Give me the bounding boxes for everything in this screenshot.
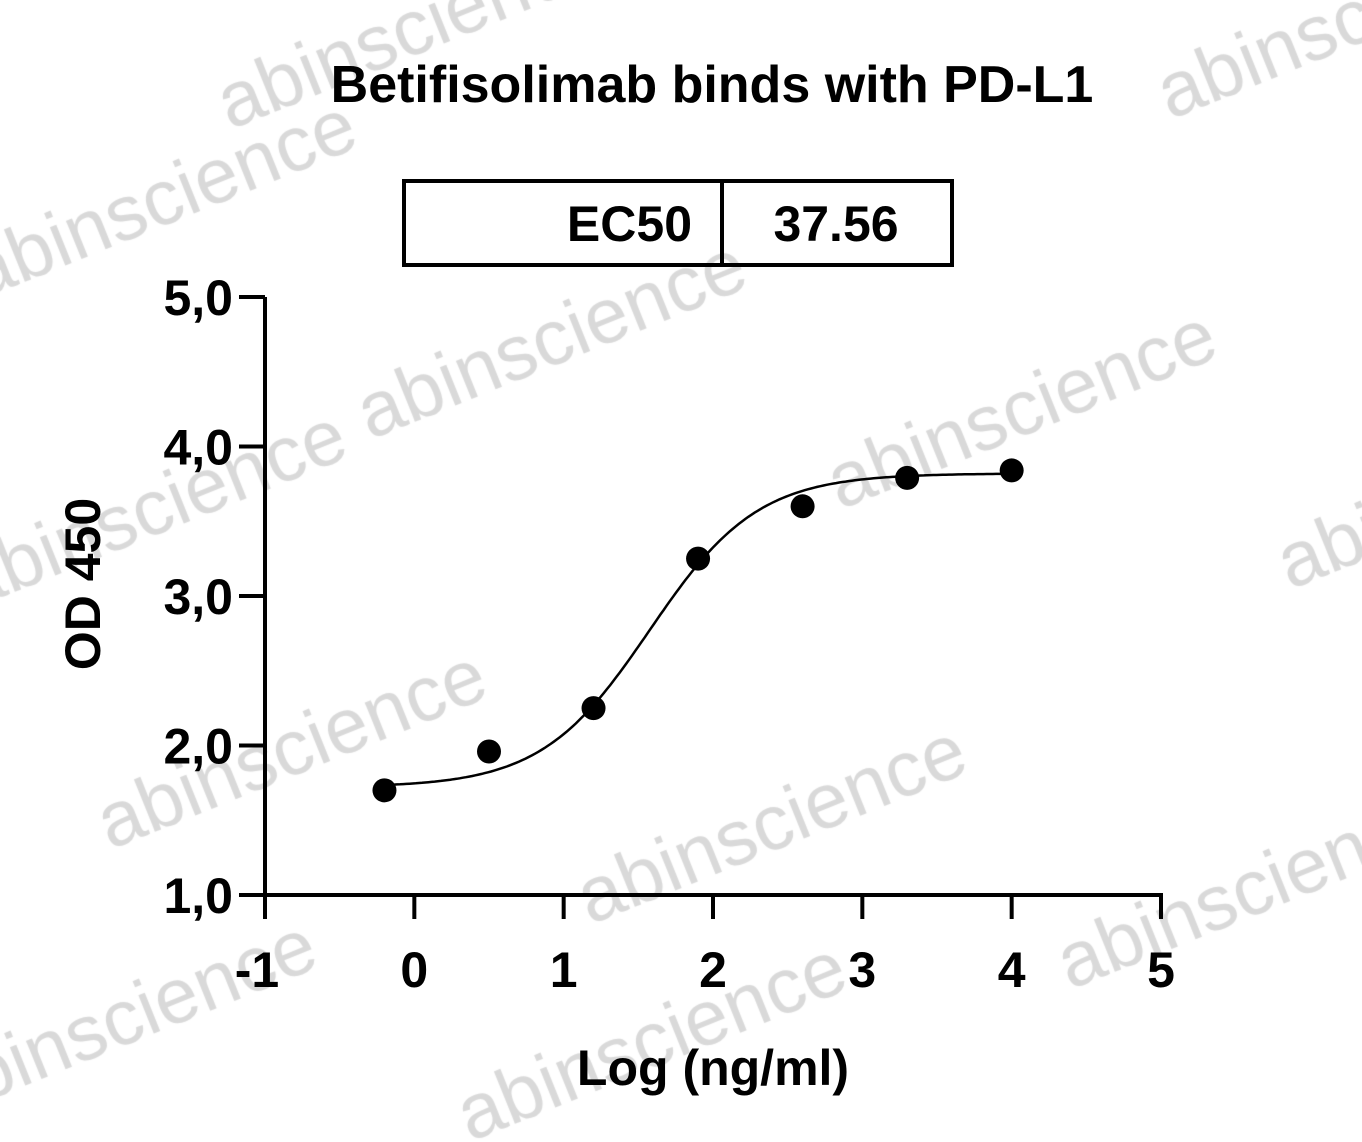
chart-title: Betifisolimab binds with PD-L1 — [331, 56, 1094, 114]
data-point — [895, 465, 920, 490]
data-point — [790, 494, 815, 519]
y-tick-label: 5,0 — [163, 270, 233, 326]
x-tick-label: 3 — [848, 942, 876, 998]
fit-curve — [384, 472, 1012, 787]
x-tick-label: 4 — [998, 942, 1026, 998]
axes: -1 0 1 2 3 4 5 1,0 2,0 3,0 4,0 5,0 — [163, 270, 1174, 998]
x-tick-label: 5 — [1147, 942, 1175, 998]
x-tick-label: 2 — [699, 942, 727, 998]
data-point — [686, 546, 711, 571]
ec50-label: EC50 — [567, 196, 692, 252]
x-tick-label: -1 — [235, 942, 279, 998]
data-points — [372, 458, 1024, 803]
y-tick-label: 2,0 — [163, 719, 233, 775]
y-axis-label: OD 450 — [55, 498, 111, 670]
ec50-table: EC50 37.56 — [402, 179, 954, 267]
y-tick-label: 1,0 — [163, 868, 233, 924]
data-point — [372, 778, 397, 803]
x-tick-label: 0 — [400, 942, 428, 998]
y-tick-label: 4,0 — [163, 420, 233, 476]
data-point — [581, 696, 606, 721]
ec50-table-border — [402, 179, 954, 267]
ec50-value: 37.56 — [773, 196, 898, 252]
y-tick-label: 3,0 — [163, 569, 233, 625]
data-point — [477, 739, 501, 764]
x-axis-label: Log (ng/ml) — [577, 1040, 849, 1096]
x-tick-label: 1 — [550, 942, 578, 998]
data-point — [999, 458, 1024, 483]
